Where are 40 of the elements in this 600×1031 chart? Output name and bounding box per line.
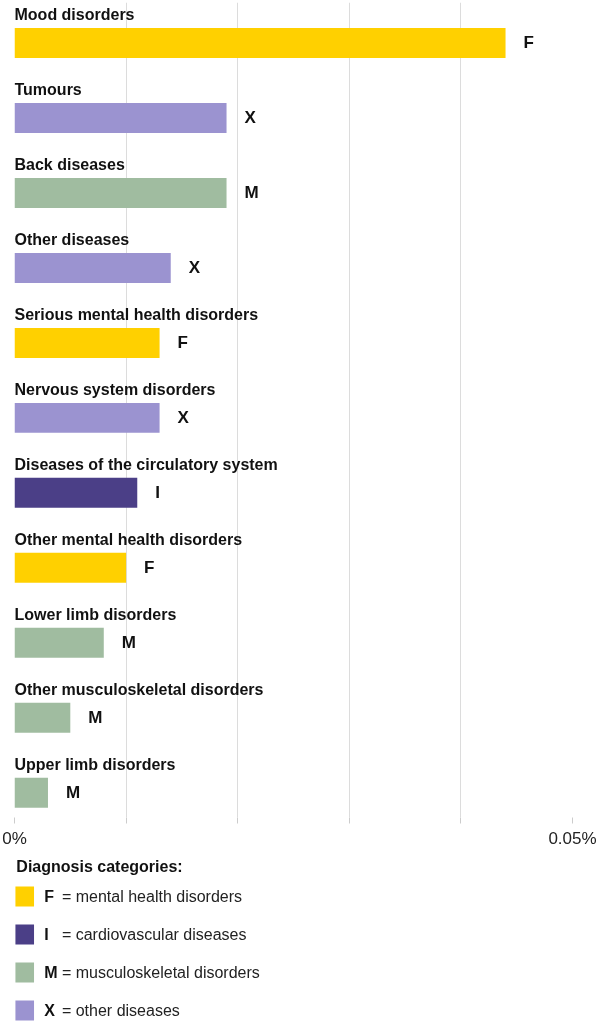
data-label: M (121, 633, 136, 653)
bar (14, 627, 104, 658)
y-tick-label: Upper limb disorders (14, 756, 176, 774)
legend-label: X = other diseases (44, 1002, 180, 1019)
data-label: F (144, 558, 155, 578)
data-label: I (155, 483, 160, 503)
bar (14, 777, 48, 808)
y-tick-label: Nervous system disorders (14, 381, 216, 399)
data-label: M (88, 708, 103, 728)
bar (14, 702, 71, 733)
y-tick-label: Serious mental health disorders (14, 306, 259, 324)
bar (14, 102, 227, 133)
y-tick-label: Tumours (14, 81, 82, 99)
bar (14, 477, 138, 508)
x-tick-label: 0.05% (548, 828, 597, 848)
y-tick-label: Mood disorders (14, 6, 135, 24)
y-tick-label: Other diseases (14, 231, 130, 249)
legend-label: M = musculoskeletal disorders (44, 964, 260, 981)
y-tick-label: Diseases of the circulatory system (14, 456, 278, 474)
y-tick-label: Lower limb disorders (14, 606, 177, 624)
data-label: F (177, 333, 188, 353)
data-label: M (65, 783, 81, 803)
bar (14, 552, 127, 583)
legend-title: Diagnosis categories: (16, 858, 183, 875)
y-tick-label: Other mental health disorders (14, 531, 243, 549)
data-label: X (177, 408, 190, 428)
legend-label: I = cardiovascular diseases (44, 926, 247, 943)
bar (14, 327, 160, 358)
x-tick-label: 0% (2, 828, 27, 848)
bar (14, 402, 160, 433)
bar (14, 252, 171, 283)
data-label: F (523, 33, 534, 53)
legend-label: F = mental health disorders (44, 888, 243, 905)
data-label: M (244, 183, 259, 203)
y-tick-label: Other musculoskeletal disorders (14, 681, 264, 699)
data-label: X (244, 108, 257, 128)
y-tick-label: Back diseases (14, 156, 125, 174)
bar (14, 27, 506, 58)
data-label: X (188, 258, 201, 278)
bar (14, 177, 227, 208)
